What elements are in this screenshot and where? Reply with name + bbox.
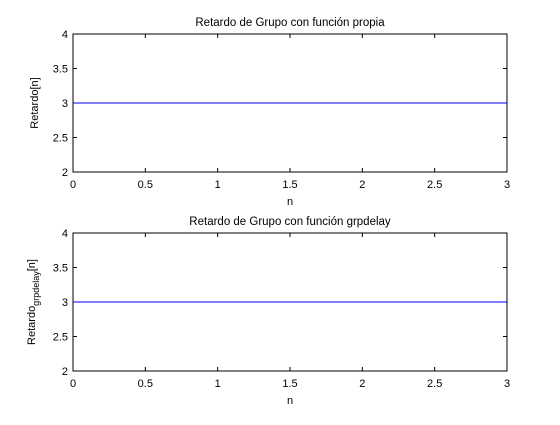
x-tick-label: 2 — [359, 378, 365, 390]
x-tick-label: 0 — [70, 179, 76, 191]
x-tick-label: 1 — [215, 179, 221, 191]
x-axis-label: n — [287, 196, 293, 208]
subplot-2: 0 0.5 1 1.5 2 2.5 3 2 2.5 3 3.5 4 Retardo de Grupo… — [26, 216, 510, 407]
y-tick-label: 2.5 — [53, 332, 68, 344]
y-tick-label: 2 — [62, 167, 68, 179]
y-tick-label: 2 — [62, 366, 68, 378]
x-tick-label: 2.5 — [427, 378, 442, 390]
x-axis-label: n — [287, 395, 293, 407]
x-tick-label: 3 — [504, 378, 510, 390]
x-tick-label: 2.5 — [427, 179, 442, 191]
x-tick-labels: 0 0.5 1 1.5 2 2.5 3 — [70, 179, 510, 191]
y-axis-label-main: Retardo — [26, 306, 38, 345]
y-tick-labels: 2 2.5 3 3.5 4 — [53, 228, 68, 378]
x-tick-label: 1 — [215, 378, 221, 390]
x-tick-label: 2 — [359, 179, 365, 191]
tick-marks — [72, 232, 508, 372]
chart-title: Retardo de Grupo con función grpdelay — [189, 216, 391, 228]
y-axis-label-suffix: [n] — [26, 259, 38, 271]
y-axis-label-subscript: grpdelay — [31, 271, 41, 306]
x-tick-label: 0 — [70, 378, 76, 390]
x-tick-label: 3 — [504, 179, 510, 191]
y-tick-label: 3.5 — [53, 64, 68, 76]
x-tick-label: 1.5 — [282, 378, 297, 390]
x-tick-label: 1.5 — [282, 179, 297, 191]
y-tick-label: 2.5 — [53, 133, 68, 145]
chart-title: Retardo de Grupo con función propia — [195, 17, 385, 29]
y-axis-label: Retardogrpdelay[n] — [26, 259, 41, 345]
y-tick-label: 3 — [62, 98, 68, 110]
y-tick-label: 3 — [62, 297, 68, 309]
y-tick-label: 3.5 — [53, 263, 68, 275]
y-tick-label: 4 — [62, 228, 68, 240]
y-tick-label: 4 — [62, 29, 68, 41]
y-axis-label: Retardo[n] — [29, 77, 41, 128]
subplot-1: 0 0.5 1 1.5 2 2.5 3 2 2.5 3 3.5 4 Retardo de Grupo… — [29, 17, 510, 208]
x-tick-label: 0.5 — [138, 378, 153, 390]
y-tick-labels: 2 2.5 3 3.5 4 — [53, 29, 68, 179]
x-tick-label: 0.5 — [138, 179, 153, 191]
x-tick-labels: 0 0.5 1 1.5 2 2.5 3 — [70, 378, 510, 390]
